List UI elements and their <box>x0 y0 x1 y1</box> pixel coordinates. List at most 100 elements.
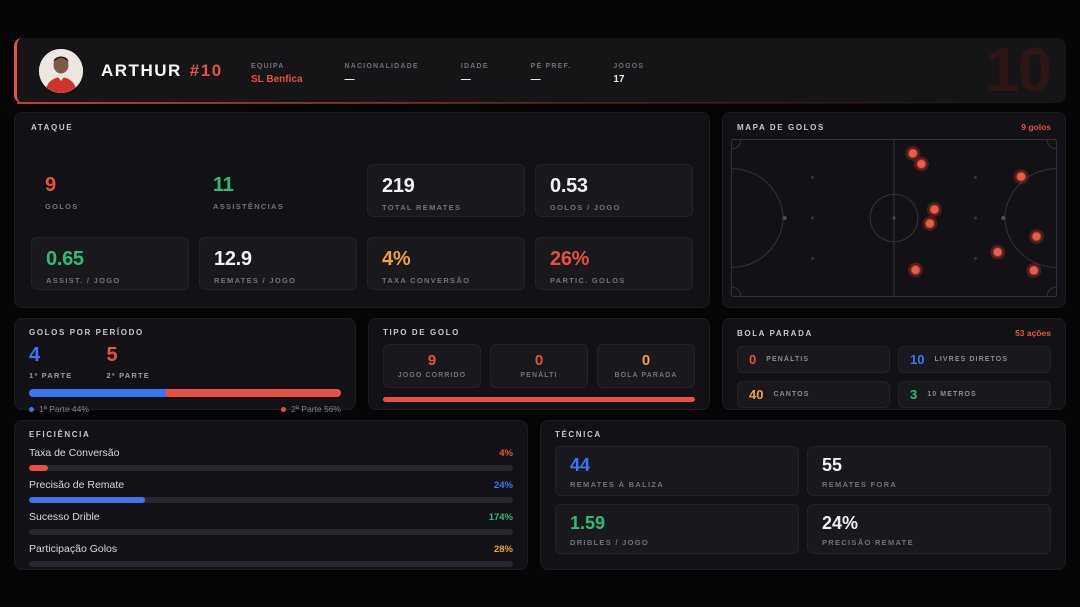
periodo-first: 4 1ª PARTE <box>29 345 73 380</box>
stat-value: 4 <box>29 344 41 366</box>
field-idade: IDADE — <box>461 63 489 85</box>
stat-value: 40 <box>749 387 764 402</box>
tipo-penalti: 0 PENÁLTI <box>490 344 588 388</box>
metric-value: 4% <box>499 448 513 459</box>
stat-value: 24% <box>822 513 859 533</box>
metric-label: Participação Golos <box>29 543 118 555</box>
efi-row-taxa-conversao: Taxa de Conversão 4% <box>29 447 513 471</box>
stat-value: 3 <box>910 387 918 402</box>
stat-value: 55 <box>822 455 843 475</box>
field-value: — <box>530 73 541 85</box>
panel-title-tipo: TIPO DE GOLO <box>383 328 460 337</box>
field-label: PÉ PREF. <box>530 62 572 70</box>
bola-penaltis: 0 PENÁLTIS <box>737 346 890 373</box>
stat-total-remates: 219 TOTAL REMATES <box>367 164 525 217</box>
periodo-bar-first <box>29 389 167 397</box>
stat-label: ASSIST. / JOGO <box>46 276 121 285</box>
field-label: EQUIPA <box>251 62 285 70</box>
stat-label: TOTAL REMATES <box>382 203 462 212</box>
mapa-header: MAPA DE GOLOS 9 golos <box>723 113 1065 132</box>
field-value: — <box>460 73 471 85</box>
panel-title-tecnica: TÉCNICA <box>555 430 602 439</box>
stat-value: 9 <box>45 174 56 196</box>
efi-row-sucesso-drible: Sucesso Drible 174% <box>29 511 513 535</box>
panel-golos-periodo: GOLOS POR PERÍODO 4 1ª PARTE 5 2ª PARTE … <box>14 318 356 414</box>
field-nacionalidade: NACIONALIDADE — <box>345 63 419 85</box>
periodo-legend: 1ª Parte 44% 2ª Parte 56% <box>29 404 341 414</box>
tecnica-grid: 44 REMATES À BALIZA 55 REMATES FORA 1.59… <box>555 446 1051 554</box>
panel-mapa-golos: MAPA DE GOLOS 9 golos <box>722 112 1066 308</box>
tec-remates-baliza: 44 REMATES À BALIZA <box>555 446 799 496</box>
stat-label: PENÁLTIS <box>766 356 810 363</box>
tipo-distribution-bar <box>383 397 695 402</box>
stat-label: TAXA CONVERSÃO <box>382 276 471 285</box>
stat-value: 0 <box>749 352 757 367</box>
stat-label: REMATES À BALIZA <box>570 480 664 489</box>
stat-value: 0 <box>534 352 544 369</box>
legend-label: 1ª Parte 44% <box>39 404 89 414</box>
player-photo-icon <box>39 48 83 93</box>
futsal-court-icon <box>731 139 1057 297</box>
stat-value: 0.53 <box>550 175 588 197</box>
periodo-second: 5 2ª PARTE <box>107 345 151 380</box>
stat-value: 44 <box>570 455 591 475</box>
stat-label: PARTIC. GOLOS <box>550 276 626 285</box>
tipo-grid: 9 JOGO CORRIDO 0 PENÁLTI 0 BOLA PARADA <box>383 344 695 388</box>
stat-label: 10 METROS <box>927 391 977 398</box>
panel-title-periodo: GOLOS POR PERÍODO <box>29 328 144 337</box>
stat-taxa-conversao: 4% TAXA CONVERSÃO <box>367 237 525 290</box>
bola-grid: 0 PENÁLTIS 10 LIVRES DIRETOS 40 CANTOS 3… <box>737 346 1051 408</box>
panel-bola-parada: BOLA PARADA 53 ações 0 PENÁLTIS 10 LIVRE… <box>722 318 1066 410</box>
tec-dribles-jogo: 1.59 DRIBLES / JOGO <box>555 504 799 554</box>
legend-second: 2ª Parte 56% <box>281 404 341 414</box>
player-info-fields: EQUIPA SL Benfica NACIONALIDADE — IDADE … <box>251 63 644 85</box>
periodo-numbers: 4 1ª PARTE 5 2ª PARTE <box>29 345 341 380</box>
stat-label: GOLOS <box>45 202 79 211</box>
futsal-court <box>731 139 1057 297</box>
stat-label: BOLA PARADA <box>614 372 678 379</box>
player-avatar <box>39 48 83 93</box>
field-value: 17 <box>613 73 625 85</box>
ataque-stats-grid: 9 GOLOS 11 ASSISTÊNCIAS 219 TOTAL REMATE… <box>31 164 693 290</box>
stat-value: 0.65 <box>46 248 84 270</box>
progress-fill <box>29 465 49 471</box>
progress-track <box>29 465 513 471</box>
stat-value: 9 <box>427 352 437 369</box>
stat-value: 12.9 <box>214 248 252 270</box>
efi-row-participacao-golos: Participação Golos 28% <box>29 543 513 567</box>
stat-value: 219 <box>382 175 415 197</box>
legend-first: 1ª Parte 44% <box>29 404 89 414</box>
panel-title-ataque: ATAQUE <box>31 123 74 132</box>
stat-golos-jogo: 0.53 GOLOS / JOGO <box>535 164 693 217</box>
stat-label: LIVRES DIRETOS <box>934 356 1009 363</box>
bola-header: BOLA PARADA 53 ações <box>737 328 1051 338</box>
actions-count-badge: 53 ações <box>1015 328 1051 338</box>
metric-value: 174% <box>488 512 513 523</box>
stat-value: 1.59 <box>570 513 606 533</box>
metric-value: 28% <box>493 544 513 555</box>
panel-tecnica: TÉCNICA 44 REMATES À BALIZA 55 REMATES F… <box>540 420 1066 570</box>
field-label: IDADE <box>460 62 489 70</box>
player-number: #10 <box>189 60 223 80</box>
stat-label: DRIBLES / JOGO <box>570 538 650 547</box>
panel-tipo-golo: TIPO DE GOLO 9 JOGO CORRIDO 0 PENÁLTI 0 … <box>368 318 710 410</box>
player-name-text: ARTHUR <box>101 60 182 80</box>
bola-livres-diretos: 10 LIVRES DIRETOS <box>898 346 1051 373</box>
field-equipa: EQUIPA SL Benfica <box>251 63 303 85</box>
stat-partic-golos: 26% PARTIC. GOLOS <box>535 237 693 290</box>
metric-label: Sucesso Drible <box>29 511 100 523</box>
field-label: JOGOS <box>613 62 645 70</box>
stat-label: 2ª PARTE <box>106 371 150 380</box>
tipo-jogo-corrido: 9 JOGO CORRIDO <box>383 344 481 388</box>
stat-value: 10 <box>910 352 925 367</box>
periodo-split-bar <box>29 389 341 397</box>
metric-label: Precisão de Remate <box>29 479 125 491</box>
progress-track <box>29 561 513 567</box>
field-value: — <box>344 73 355 85</box>
field-jogos: JOGOS 17 <box>613 63 644 85</box>
stat-label: GOLOS / JOGO <box>550 203 621 212</box>
progress-track <box>29 529 513 535</box>
periodo-bar-second <box>166 389 341 397</box>
panel-ataque: ATAQUE 9 GOLOS 11 ASSISTÊNCIAS 219 TOTAL… <box>14 112 710 308</box>
